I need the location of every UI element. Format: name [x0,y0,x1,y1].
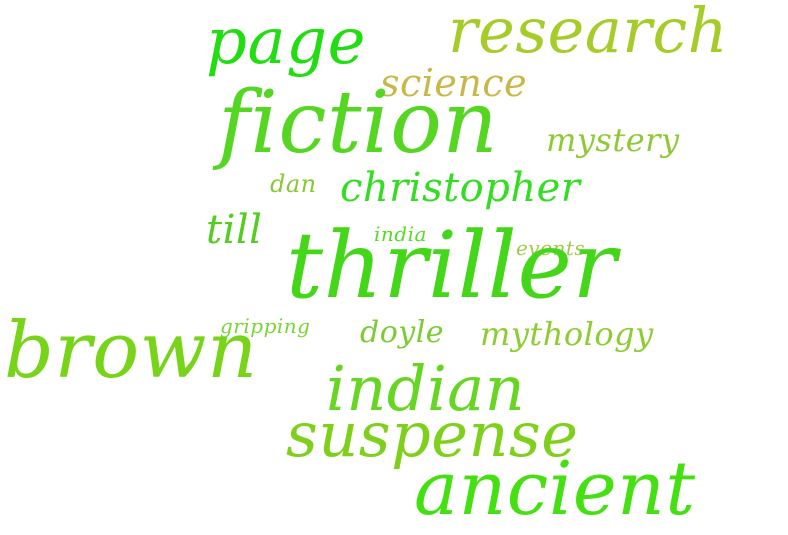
word-india: india [374,222,427,246]
word-till: till [206,207,263,253]
word-page: page [206,5,366,79]
word-doyle: doyle [360,315,445,350]
word-fiction: fiction [218,73,499,173]
word-mystery: mystery [546,121,680,159]
word-indian: indian [326,352,526,425]
word-gripping: gripping [220,314,311,338]
word-christopher: christopher [340,165,581,211]
word-mythology: mythology [480,315,654,353]
word-research: research [448,0,729,67]
word-suspense: suspense [286,398,579,471]
word-thriller: thriller [286,212,617,319]
word-events: events [516,236,586,260]
word-science: science [380,61,528,105]
word-ancient: ancient [414,446,696,532]
word-dan: dan [270,170,317,198]
word-brown: brown [4,306,258,396]
